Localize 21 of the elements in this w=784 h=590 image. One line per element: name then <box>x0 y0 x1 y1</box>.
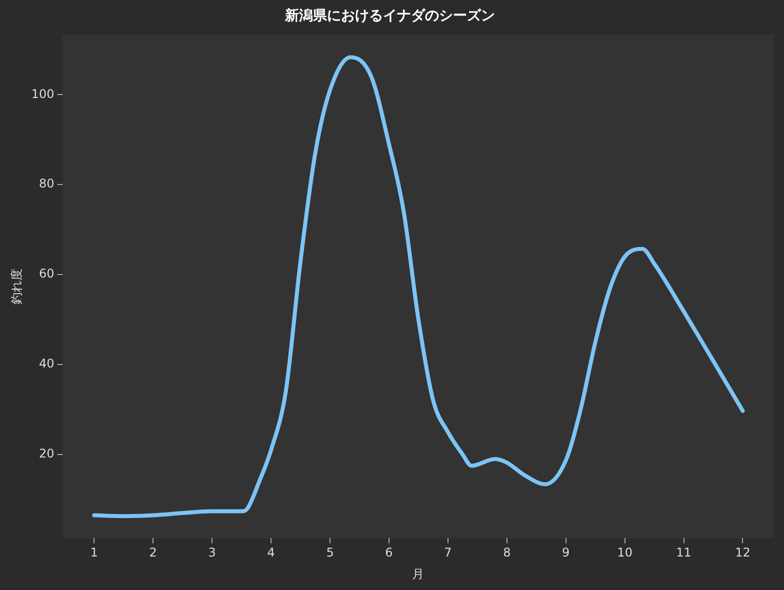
x-tick-label: 2 <box>149 546 157 560</box>
x-axis-title: 月 <box>412 566 424 581</box>
x-tick-label: 10 <box>617 546 632 560</box>
y-tick-label: 40 <box>39 356 54 371</box>
x-tick-label: 4 <box>267 546 275 560</box>
x-tick-label: 7 <box>444 546 452 560</box>
y-axis-title: 釣れ度 <box>9 268 24 304</box>
x-tick-label: 5 <box>326 546 334 560</box>
y-tick-label: 60 <box>39 266 54 281</box>
y-tick-label: 80 <box>39 176 54 191</box>
x-tick-label: 6 <box>385 546 393 560</box>
x-tick-label: 8 <box>503 546 511 560</box>
x-tick-label: 11 <box>676 546 692 560</box>
y-tick-label: 20 <box>39 446 54 461</box>
y-tick-label: 100 <box>31 86 54 101</box>
x-tick-label: 3 <box>208 546 216 560</box>
x-tick-label: 1 <box>90 546 98 560</box>
x-tick-label: 9 <box>562 546 570 560</box>
line-series <box>92 55 745 518</box>
chart-title: 新潟県におけるイナダのシーズン <box>284 7 495 24</box>
x-tick-label: 12 <box>735 546 750 560</box>
